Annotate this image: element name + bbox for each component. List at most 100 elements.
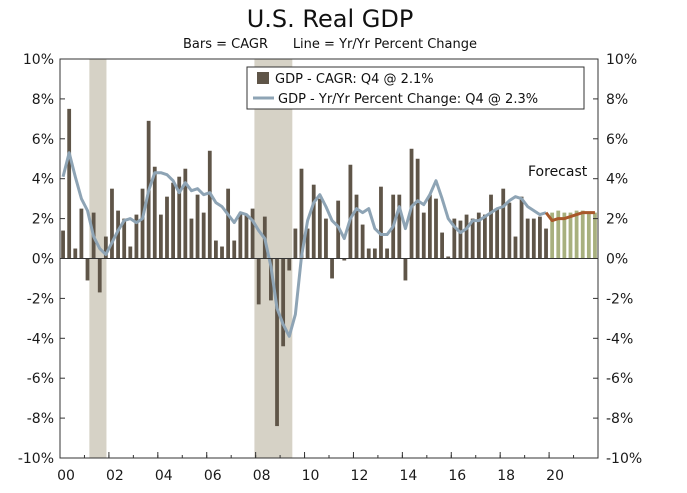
legend-bar-swatch: [257, 72, 269, 84]
cagr-bar-2016Q1: [452, 218, 457, 259]
x-tick-label: 08: [253, 468, 271, 484]
cagr-bar-2007Q3: [244, 214, 249, 259]
cagr-bar-2010Q4: [324, 218, 328, 259]
cagr-bar-2017Q3: [489, 194, 493, 259]
y-right-tick-label: -2%: [606, 291, 633, 307]
cagr-bar-2019Q3: [538, 216, 542, 259]
y-left-tick-label: -8%: [27, 411, 54, 427]
cagr-bar-2004Q1: [158, 214, 163, 259]
cagr-bar-2011Q3: [342, 258, 347, 261]
cagr-bar-2018Q2: [507, 202, 512, 259]
cagr-bar-2021Q1: [574, 210, 579, 259]
cagr-bar-2005Q1: [183, 168, 188, 259]
cagr-bar-2011Q1: [330, 258, 334, 279]
cagr-bar-2006Q4: [226, 188, 231, 259]
cagr-bar-2013Q2: [385, 248, 389, 259]
cagr-bar-2009Q3: [293, 228, 298, 259]
cagr-bar-2010Q1: [305, 228, 310, 259]
cagr-bar-2004Q3: [171, 182, 175, 259]
y-left-tick-label: -10%: [18, 451, 54, 467]
cagr-bar-2012Q4: [372, 248, 377, 259]
cagr-bar-2000Q1: [61, 230, 65, 259]
cagr-bar-2020Q3: [562, 212, 567, 259]
cagr-bar-2011Q4: [348, 164, 353, 259]
x-tick-label: 20: [546, 468, 564, 484]
cagr-bar-2003Q4: [152, 166, 157, 259]
cagr-bar-2016Q3: [464, 214, 469, 259]
cagr-bar-2001Q1: [85, 258, 90, 281]
y-right-tick-label: 2%: [606, 212, 628, 228]
cagr-bar-2006Q2: [214, 240, 218, 259]
legend-line-label: GDP - Yr/Yr Percent Change: Q4 @ 2.3%: [278, 92, 538, 107]
x-tick-label: 16: [448, 468, 466, 484]
cagr-bar-2021Q2: [580, 210, 585, 259]
cagr-bar-2009Q4: [299, 168, 304, 259]
cagr-bar-2016Q4: [470, 218, 475, 259]
cagr-bar-2000Q4: [79, 208, 84, 259]
cagr-bar-2012Q1: [354, 194, 359, 259]
cagr-bar-2001Q3: [97, 258, 102, 293]
cagr-bar-2014Q1: [403, 258, 408, 281]
cagr-bar-2008Q1: [256, 258, 261, 305]
cagr-bar-2014Q2: [409, 148, 414, 259]
x-tick-label: 04: [155, 468, 173, 484]
cagr-bar-2012Q2: [360, 224, 365, 259]
x-tick-label: 10: [302, 468, 320, 484]
cagr-bar-2009Q1: [281, 258, 286, 347]
x-tick-label: 14: [399, 468, 417, 484]
tick-labels: 10% 10% 8% 8% 6% 6% 4% 4% 2% 2% 0% 0% -2% -2% -4% -4% -6…: [18, 52, 642, 484]
chart-title: U.S. Real GDP: [247, 5, 414, 33]
yoy-line-forecast: [544, 211, 595, 223]
cagr-bar-2001Q4: [103, 236, 108, 259]
cagr-bar-2003Q2: [140, 188, 145, 259]
y-right-tick-label: -8%: [606, 411, 633, 427]
forecast-annotation: Forecast: [528, 164, 588, 180]
cagr-bar-2019Q4: [544, 228, 548, 259]
cagr-bar-2017Q4: [495, 208, 500, 259]
y-right-tick-label: -6%: [606, 371, 633, 387]
cagr-bar-2010Q2: [311, 184, 316, 259]
y-right-tick-label: 8%: [606, 92, 628, 108]
cagr-bar-2020Q1: [550, 212, 555, 259]
cagr-bar-2020Q4: [568, 212, 573, 259]
x-tick-label: 18: [497, 468, 515, 484]
y-left-tick-label: 6%: [32, 132, 54, 148]
cagr-bar-2008Q4: [275, 258, 279, 427]
cagr-bar-2000Q2: [67, 108, 72, 259]
cagr-bar-2018Q1: [501, 188, 506, 259]
cagr-bar-2006Q1: [207, 150, 212, 259]
y-left-tick-label: -6%: [27, 371, 54, 387]
cagr-bar-2007Q1: [232, 240, 237, 259]
cagr-bar-2020Q2: [556, 210, 561, 259]
cagr-bar-2005Q3: [195, 194, 200, 259]
cagr-bar-2014Q3: [415, 158, 420, 259]
cagr-bar-2012Q3: [366, 248, 371, 259]
cagr-bar-2002Q3: [122, 218, 127, 259]
legend: GDP - CAGR: Q4 @ 2.1% GDP - Yr/Yr Percen…: [246, 66, 585, 110]
y-left-tick-label: 0%: [32, 252, 54, 268]
cagr-bar-2017Q1: [476, 212, 481, 259]
y-left-tick-label: 4%: [32, 172, 54, 188]
legend-bar-label: GDP - CAGR: Q4 @ 2.1%: [275, 72, 434, 87]
cagr-bar-2016Q2: [458, 220, 463, 259]
cagr-bar-2005Q2: [189, 218, 194, 259]
cagr-bar-2007Q2: [238, 212, 243, 259]
cagr-bar-2021Q3: [586, 212, 591, 259]
y-right-tick-label: 0%: [606, 252, 628, 268]
y-left-tick-label: 2%: [32, 212, 54, 228]
axes: [59, 58, 599, 459]
y-right-tick-label: 6%: [606, 132, 628, 148]
cagr-bar-2006Q3: [220, 246, 224, 259]
cagr-bar-2021Q4: [593, 212, 597, 259]
cagr-bar-2002Q1: [110, 188, 114, 259]
cagr-bar-2004Q2: [165, 196, 169, 259]
x-tick-label: 02: [106, 468, 124, 484]
y-left-tick-label: 10%: [23, 52, 54, 68]
y-left-tick-label: -2%: [27, 291, 54, 307]
cagr-bar-2019Q2: [531, 218, 536, 259]
y-right-tick-label: 4%: [606, 172, 628, 188]
chart-subtitle: Bars = CAGR Line = Yr/Yr Percent Change: [183, 37, 477, 52]
cagr-bar-2000Q3: [73, 248, 78, 259]
cagr-bar-2009Q2: [287, 258, 292, 271]
